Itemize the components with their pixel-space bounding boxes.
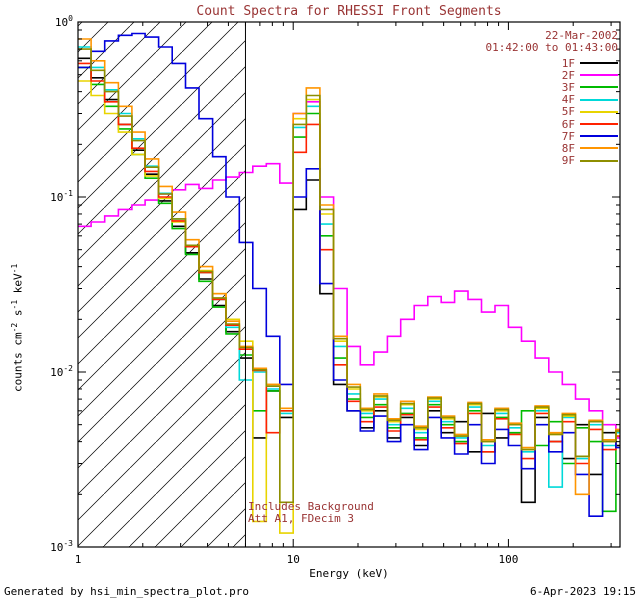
legend-color-line xyxy=(580,62,618,65)
x-tick-label: 100 xyxy=(498,553,518,566)
legend: 1F 2F 3F 4F 5F 6F 7F 8F 9F xyxy=(562,57,618,167)
series-line-9F xyxy=(78,48,620,504)
legend-label: 3F xyxy=(561,80,575,94)
legend-item-5F: 5F xyxy=(561,105,618,119)
obs-time-range: 01:42:00 to 01:43:00 xyxy=(485,41,618,54)
legend-item-3F: 3F xyxy=(561,80,618,94)
legend-color-line xyxy=(580,135,618,138)
legend-item-1F: 1F xyxy=(561,56,618,70)
y-tick-label: 10-3 xyxy=(50,539,73,554)
y-tick-label: 10-1 xyxy=(50,189,73,204)
obs-date: 22-Mar-2002 xyxy=(545,29,618,42)
y-tick-label: 100 xyxy=(55,14,73,29)
y-axis-label: counts cm-2 s-1 keV-1 xyxy=(10,263,25,392)
legend-item-9F: 9F xyxy=(561,154,618,168)
legend-color-line xyxy=(580,123,618,126)
legend-item-7F: 7F xyxy=(561,129,618,143)
axis-ticks xyxy=(77,21,620,548)
legend-label: 8F xyxy=(561,141,575,155)
legend-label: 9F xyxy=(561,154,575,168)
legend-color-line xyxy=(580,74,618,77)
legend-color-line xyxy=(580,159,618,162)
legend-label: 1F xyxy=(561,56,575,70)
x-axis-label: Energy (keV) xyxy=(309,567,389,580)
legend-item-2F: 2F xyxy=(561,68,618,82)
legend-label: 7F xyxy=(561,129,575,143)
legend-item-6F: 6F xyxy=(561,117,618,131)
legend-color-line xyxy=(580,86,618,89)
legend-label: 5F xyxy=(561,105,575,119)
annotation-attenuator: Att A1, FDecim 3 xyxy=(248,512,354,525)
legend-color-line xyxy=(580,98,618,101)
legend-label: 2F xyxy=(561,68,575,82)
footer-timestamp: 6-Apr-2023 19:15 xyxy=(530,585,636,598)
x-tick-label: 1 xyxy=(75,553,82,566)
legend-item-8F: 8F xyxy=(561,141,618,155)
footer-generator: Generated by hsi_min_spectra_plot.pro xyxy=(4,585,250,598)
chart-title: Count Spectra for RHESSI Front Segments xyxy=(196,4,502,19)
legend-label: 4F xyxy=(561,93,575,107)
y-tick-label: 10-2 xyxy=(50,364,73,379)
x-tick-label: 10 xyxy=(287,553,300,566)
legend-color-line xyxy=(580,147,618,150)
annotation-background: Includes Background xyxy=(248,500,374,513)
legend-label: 6F xyxy=(561,117,575,131)
plot-annotation: Includes Background Att A1, FDecim 3 xyxy=(248,501,374,525)
legend-color-line xyxy=(580,110,618,113)
hatch-region xyxy=(78,22,246,547)
legend-item-4F: 4F xyxy=(561,93,618,107)
series-group xyxy=(78,32,620,534)
observation-header: 22-Mar-2002 01:42:00 to 01:43:00 xyxy=(486,30,618,54)
plot-frame xyxy=(77,21,621,548)
